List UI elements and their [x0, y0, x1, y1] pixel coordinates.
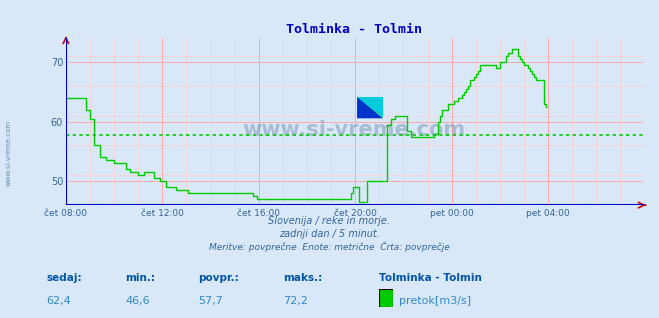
Text: 72,2: 72,2	[283, 296, 308, 306]
Polygon shape	[357, 97, 383, 118]
Text: Meritve: povprečne  Enote: metrične  Črta: povprečje: Meritve: povprečne Enote: metrične Črta:…	[209, 241, 450, 252]
Text: Slovenija / reke in morje.: Slovenija / reke in morje.	[268, 216, 391, 226]
Polygon shape	[357, 97, 383, 118]
Text: www.si-vreme.com: www.si-vreme.com	[5, 120, 12, 186]
Text: sedaj:: sedaj:	[46, 273, 82, 283]
Text: maks.:: maks.:	[283, 273, 323, 283]
Text: min.:: min.:	[125, 273, 156, 283]
Text: 46,6: 46,6	[125, 296, 150, 306]
Title: Tolminka - Tolmin: Tolminka - Tolmin	[286, 23, 422, 36]
Text: www.si-vreme.com: www.si-vreme.com	[243, 120, 466, 140]
Text: povpr.:: povpr.:	[198, 273, 239, 283]
Text: 57,7: 57,7	[198, 296, 223, 306]
Text: 62,4: 62,4	[46, 296, 71, 306]
Text: pretok[m3/s]: pretok[m3/s]	[399, 296, 471, 306]
Text: zadnji dan / 5 minut.: zadnji dan / 5 minut.	[279, 229, 380, 239]
Text: Tolminka - Tolmin: Tolminka - Tolmin	[379, 273, 482, 283]
